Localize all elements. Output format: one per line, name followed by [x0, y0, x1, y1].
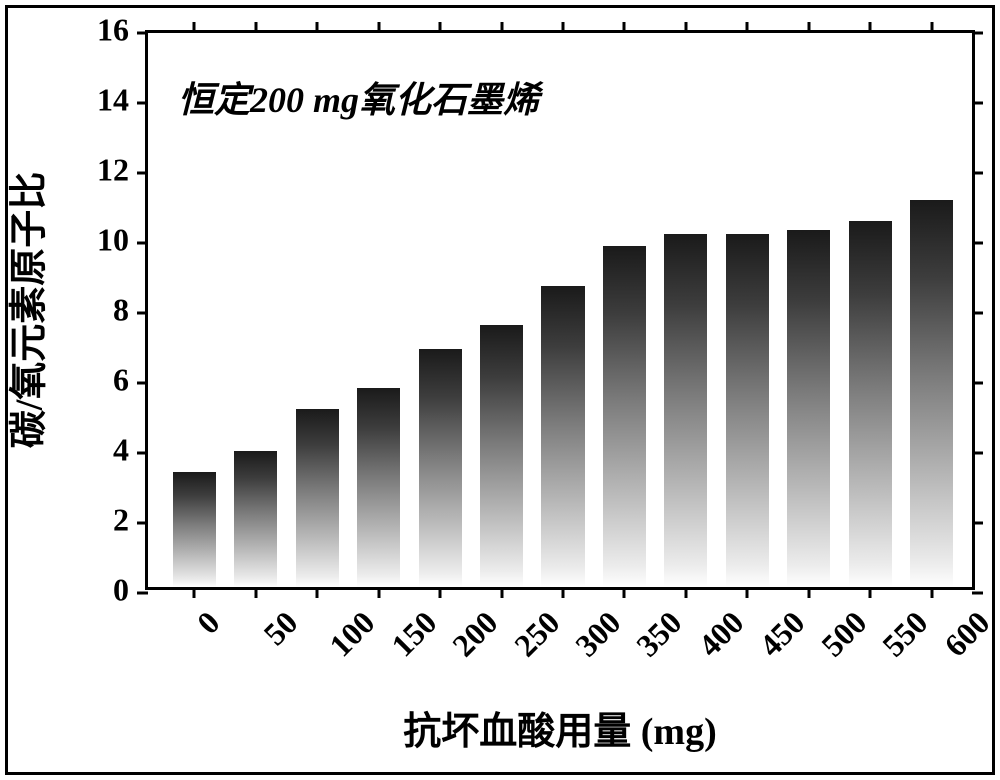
bar — [664, 234, 707, 588]
bar — [234, 451, 277, 588]
y-tick — [137, 172, 148, 175]
bar — [849, 221, 892, 587]
x-tick — [316, 22, 319, 33]
y-tick — [972, 172, 983, 175]
y-tick — [972, 242, 983, 245]
y-tick-label: 12 — [79, 152, 129, 189]
x-tick — [193, 22, 196, 33]
y-tick-label: 10 — [79, 222, 129, 259]
y-tick-label: 0 — [79, 572, 129, 609]
x-tick — [807, 22, 810, 33]
y-axis-label: 碳/氧元素原子比 — [0, 172, 53, 449]
x-tick — [869, 587, 872, 598]
bar — [357, 388, 400, 588]
plot-area: 恒定200 mg氧化石墨烯 — [145, 30, 975, 590]
y-tick — [137, 522, 148, 525]
y-tick — [972, 32, 983, 35]
bar — [603, 246, 646, 587]
x-tick — [684, 587, 687, 598]
bar — [419, 349, 462, 587]
x-tick — [500, 587, 503, 598]
bar — [480, 325, 523, 588]
x-tick — [439, 587, 442, 598]
x-tick — [316, 587, 319, 598]
x-tick — [500, 22, 503, 33]
bar — [726, 234, 769, 588]
y-tick — [972, 592, 983, 595]
y-tick — [137, 592, 148, 595]
bar — [541, 286, 584, 587]
y-tick-label: 2 — [79, 502, 129, 539]
x-tick — [562, 22, 565, 33]
y-tick — [137, 312, 148, 315]
y-tick-label: 8 — [79, 292, 129, 329]
y-tick — [972, 522, 983, 525]
x-tick — [684, 22, 687, 33]
y-tick — [972, 452, 983, 455]
y-tick-label: 16 — [79, 12, 129, 49]
y-tick-label: 4 — [79, 432, 129, 469]
x-tick — [746, 587, 749, 598]
y-tick — [137, 382, 148, 385]
bar — [296, 409, 339, 588]
x-tick — [746, 22, 749, 33]
x-tick — [254, 22, 257, 33]
x-tick — [623, 587, 626, 598]
bar — [173, 472, 216, 588]
x-axis-label: 抗坏血酸用量 (mg) — [403, 700, 716, 755]
x-tick — [377, 587, 380, 598]
x-tick — [807, 587, 810, 598]
y-tick — [972, 312, 983, 315]
x-tick — [193, 587, 196, 598]
y-tick-label: 6 — [79, 362, 129, 399]
y-tick — [137, 242, 148, 245]
y-tick-label: 14 — [79, 82, 129, 119]
x-tick — [562, 587, 565, 598]
y-tick — [137, 452, 148, 455]
x-tick — [930, 587, 933, 598]
annotation-text: 恒定200 mg氧化石墨烯 — [178, 71, 539, 123]
x-tick — [439, 22, 442, 33]
bar — [787, 230, 830, 587]
x-tick — [623, 22, 626, 33]
y-tick — [137, 32, 148, 35]
x-tick — [254, 587, 257, 598]
y-tick — [972, 382, 983, 385]
x-tick — [930, 22, 933, 33]
figure-root: 恒定200 mg氧化石墨烯 碳/氧元素原子比 抗坏血酸用量 (mg) 0 2 4 6 8… — [0, 0, 1000, 780]
x-tick — [377, 22, 380, 33]
y-tick — [137, 102, 148, 105]
y-tick — [972, 102, 983, 105]
x-tick — [869, 22, 872, 33]
bar — [910, 200, 953, 587]
